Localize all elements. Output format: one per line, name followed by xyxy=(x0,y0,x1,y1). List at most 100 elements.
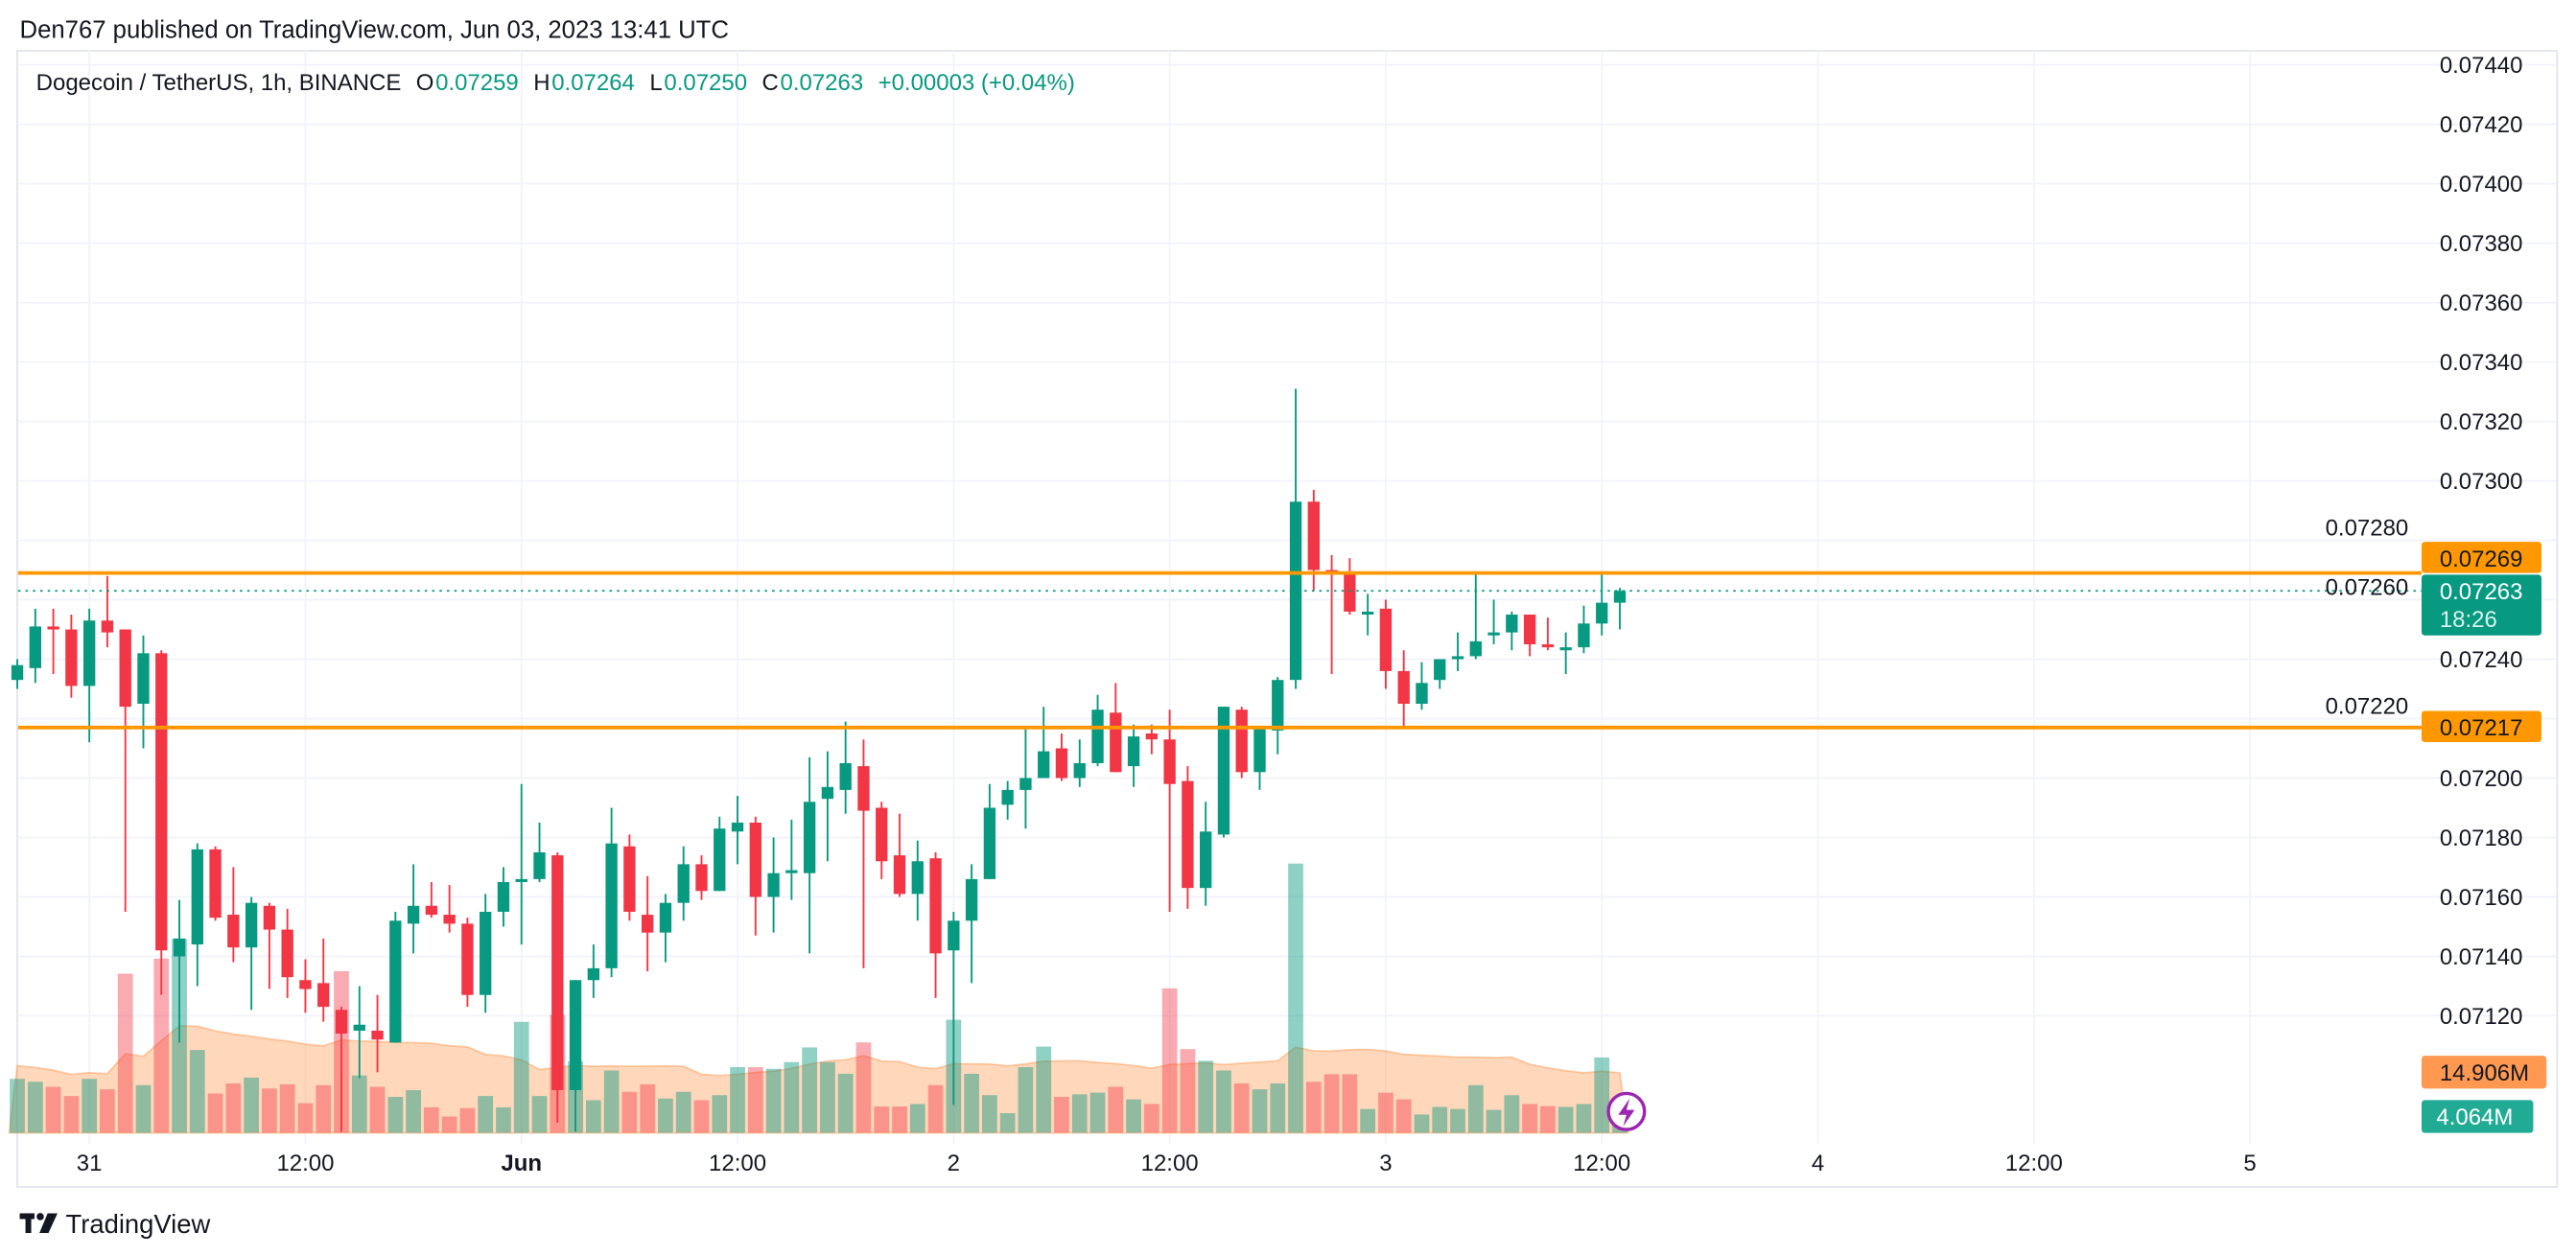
time-tick-label: 4 xyxy=(1812,1151,1824,1176)
candle-up xyxy=(1019,778,1032,790)
price-tick-label: 0.07360 xyxy=(2440,291,2523,316)
candle-down xyxy=(209,849,222,919)
volume-bar xyxy=(982,1095,997,1133)
candle-up xyxy=(1596,602,1608,624)
candle-down xyxy=(1163,739,1176,784)
candle-up xyxy=(911,861,924,895)
candle-up xyxy=(731,822,744,832)
price-tick-label: 0.07300 xyxy=(2440,469,2523,495)
current-price-box xyxy=(2421,574,2542,636)
candle-up xyxy=(1217,707,1230,835)
candle-down xyxy=(1235,709,1248,773)
support-label-box xyxy=(2421,710,2542,743)
candle-down xyxy=(695,864,708,892)
change-value: +0.00003 (+0.04%) xyxy=(878,70,1075,96)
candle-up xyxy=(407,905,420,924)
time-tick-label: 12:00 xyxy=(1141,1151,1199,1176)
candle-up xyxy=(1469,640,1482,657)
candle-up xyxy=(353,1024,365,1031)
volume-bar xyxy=(909,1104,925,1133)
tradingview-wordmark: TradingView xyxy=(66,1209,211,1239)
open-value: 0.07259 xyxy=(435,70,519,96)
volume-bar xyxy=(45,1086,61,1133)
candle-up xyxy=(948,920,960,951)
candle-up xyxy=(1200,831,1212,889)
volume-bar xyxy=(1467,1084,1484,1133)
volume-bar xyxy=(297,1103,314,1133)
volume-bar xyxy=(603,1070,620,1133)
volume-label-box xyxy=(2421,1100,2534,1133)
tradingview-logo-icon xyxy=(19,1213,58,1234)
candle-down xyxy=(425,905,438,916)
candle-down xyxy=(1397,670,1410,705)
price-axis[interactable]: 0.07120 0.07140 0.07160 0.07180 0.07200 0.072… xyxy=(2326,53,2523,1030)
candle-up xyxy=(191,849,203,945)
volume-bar xyxy=(1323,1074,1340,1133)
volume-bar xyxy=(351,1075,367,1133)
volume-bar xyxy=(225,1083,242,1133)
volume-bar xyxy=(387,1097,404,1133)
candle-down xyxy=(1055,748,1068,779)
volume-bar xyxy=(63,1096,80,1133)
footer-brand[interactable]: TradingView xyxy=(19,1209,211,1239)
volume-bar xyxy=(784,1061,800,1133)
symbol-title[interactable]: Dogecoin / TetherUS, 1h, BINANCE xyxy=(36,70,402,96)
candle-up xyxy=(983,807,996,879)
volume-bar xyxy=(1161,988,1178,1133)
time-tick-label: 12:00 xyxy=(709,1151,766,1176)
volume-bar xyxy=(712,1095,728,1133)
volume-bar xyxy=(892,1106,907,1133)
time-tick-label: 2 xyxy=(948,1151,960,1176)
volume-bar xyxy=(1522,1104,1538,1133)
candle-up xyxy=(137,653,150,705)
candle-up xyxy=(82,620,96,686)
candle-down xyxy=(749,822,761,897)
support-label: 0.07217 xyxy=(2440,715,2523,741)
candle-down xyxy=(1541,644,1555,648)
volume-bar xyxy=(802,1047,818,1133)
price-tick-label: 0.07420 xyxy=(2440,112,2523,138)
candle-up xyxy=(1559,647,1572,651)
volume-ma-label-box xyxy=(2421,1056,2547,1089)
candle-up xyxy=(1487,632,1500,636)
volume-bar xyxy=(999,1113,1016,1133)
candle-down xyxy=(299,980,312,989)
price-tick-label: 0.07180 xyxy=(2440,826,2523,851)
volume-bar xyxy=(1378,1092,1393,1133)
volume-bar xyxy=(262,1088,277,1133)
volume-ma-fill xyxy=(8,1025,1629,1134)
candle-up xyxy=(767,872,780,897)
lightning-bolt-icon[interactable] xyxy=(1606,1091,1647,1131)
horizontal-levels[interactable] xyxy=(17,570,2422,730)
volume-bar xyxy=(513,1021,529,1133)
candle-up xyxy=(714,828,726,892)
volume-bar xyxy=(693,1100,710,1133)
candle-up xyxy=(605,843,618,968)
candle-down xyxy=(876,807,888,862)
volume-bar xyxy=(1126,1099,1141,1133)
current-price-label: 0.07263 xyxy=(2440,579,2523,605)
candle-up xyxy=(497,881,510,912)
candle-down xyxy=(317,983,330,1008)
volume-bar xyxy=(621,1091,638,1133)
volume-bar xyxy=(1342,1074,1358,1133)
candle-up xyxy=(515,878,527,882)
candle-up xyxy=(839,763,852,790)
candles xyxy=(11,388,1627,1132)
candle-up xyxy=(785,870,798,873)
volume-bar xyxy=(1036,1046,1052,1133)
candle-up xyxy=(11,664,24,681)
price-tick-label: 0.07280 xyxy=(2326,515,2409,541)
volume-bar xyxy=(10,1079,25,1133)
volume-bar xyxy=(496,1106,511,1133)
volume-bar xyxy=(855,1042,872,1133)
candle-down xyxy=(1344,572,1356,612)
time-axis[interactable]: 31 12:00 Jun 12:00 2 12:00 3 12:00 4 12:00 5 xyxy=(77,1151,2257,1176)
high-value: 0.07264 xyxy=(551,70,635,96)
candle-down xyxy=(335,1010,348,1035)
candle-up xyxy=(1073,763,1086,779)
time-tick-label: 5 xyxy=(2243,1151,2256,1176)
volume-bar xyxy=(1071,1094,1088,1133)
candle-up xyxy=(389,920,402,1043)
